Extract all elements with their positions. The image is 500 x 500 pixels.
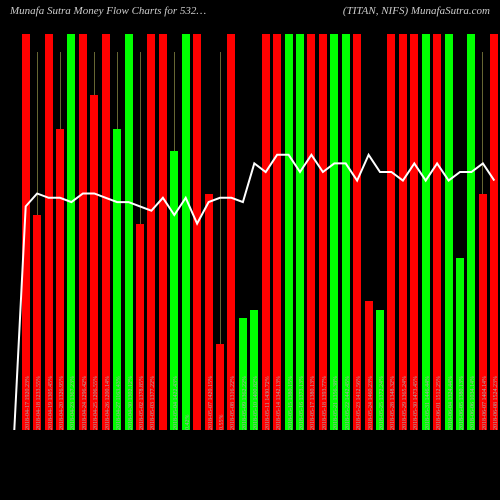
x-axis-label: 2018-06-08 1524.23% (493, 376, 499, 430)
x-axis-label: 2018-05-21 1356.38% (333, 376, 339, 430)
x-axis-label: 2018-06-07 1404.14% (482, 376, 488, 430)
x-axis-label: 2018-05-03 1377.22% (150, 376, 156, 430)
x-axis-label: 2018-04-23 1367.23% (70, 376, 76, 430)
x-axis-label: 0.42% (185, 415, 191, 431)
x-axis-label: 2018-06-04 1324.44% (448, 376, 454, 430)
x-axis-label: 2018-05-28 1348.32% (390, 376, 396, 430)
x-axis-label: 2018-05-02 1378.85% (139, 376, 145, 430)
x-axis-label: 2018-04-25 1206.55% (93, 376, 99, 430)
x-axis-label: 2018-06-06 1034.14% (470, 376, 476, 430)
x-axis-label: 2018-05-07 1420.15% (208, 376, 214, 430)
x-axis-label: 2018-06-01 1512.25% (436, 376, 442, 430)
x-axis-label: 2018-04-17 1920.23% (25, 376, 31, 430)
x-axis-label: 2018-04-27 1163.43% (116, 376, 122, 430)
x-axis-label: 2018-05-16 1373.13% (299, 376, 305, 430)
x-axis-label: 2018-04-26 1200.14% (105, 376, 111, 430)
x-axis-label: 2018-05-09 1362.22% (242, 376, 248, 430)
x-axis-label: 2018-05-24 1460.23% (368, 376, 374, 430)
chart-container: Munafa Sutra Money Flow Charts for 532… … (0, 0, 500, 500)
x-axis-label: 0.55% (219, 415, 225, 431)
x-axis-label: 2018-05-30 1473.45% (413, 376, 419, 430)
x-axis-label: 2018-06-05 1380.13% (459, 376, 465, 430)
x-axis-label: 2018-05-11 1430.72% (265, 376, 271, 430)
x-axis-label: 2018-05-23 1412.56% (356, 376, 362, 430)
x-axis-label: 2018-05-08 1316.22% (230, 376, 236, 430)
x-axis-label: 2018-04-18 1233.55% (36, 376, 42, 430)
x-axis-label: 2018-05-04 1422.43% (173, 376, 179, 430)
x-axis-label: 2018-05-10 1400.82% (253, 376, 259, 430)
x-axis-label: 2018-05-31 1446.44% (425, 376, 431, 430)
x-axis-label: 2018-05-29 1365.24% (402, 376, 408, 430)
chart-title-left: Munafa Sutra Money Flow Charts for 532… (10, 5, 206, 17)
x-axis-label: 2018-04-30 1302.12% (128, 376, 134, 430)
chart-title-right: (TITAN, NIFS) MunafaSutra.com (343, 5, 490, 17)
x-axis-label: 2018-04-19 1305.45% (48, 376, 54, 430)
x-axis-label: 2018-05-15 1380.15% (288, 376, 294, 430)
x-axis-label: 2018-05-14 1342.13% (276, 376, 282, 430)
x-axis-label: 2018-05-18 1393.77% (322, 376, 328, 430)
x-axis-label: 2018-05-22 1442.45% (345, 376, 351, 430)
x-axis-label: 2018-04-24 1296.42% (82, 376, 88, 430)
x-axis-label: 2018-05-25 1372.24% (379, 376, 385, 430)
x-axis-label: 2018-05-17 1380.13% (310, 376, 316, 430)
x-axis-label: 2018-04-20 1326.95% (59, 376, 65, 430)
